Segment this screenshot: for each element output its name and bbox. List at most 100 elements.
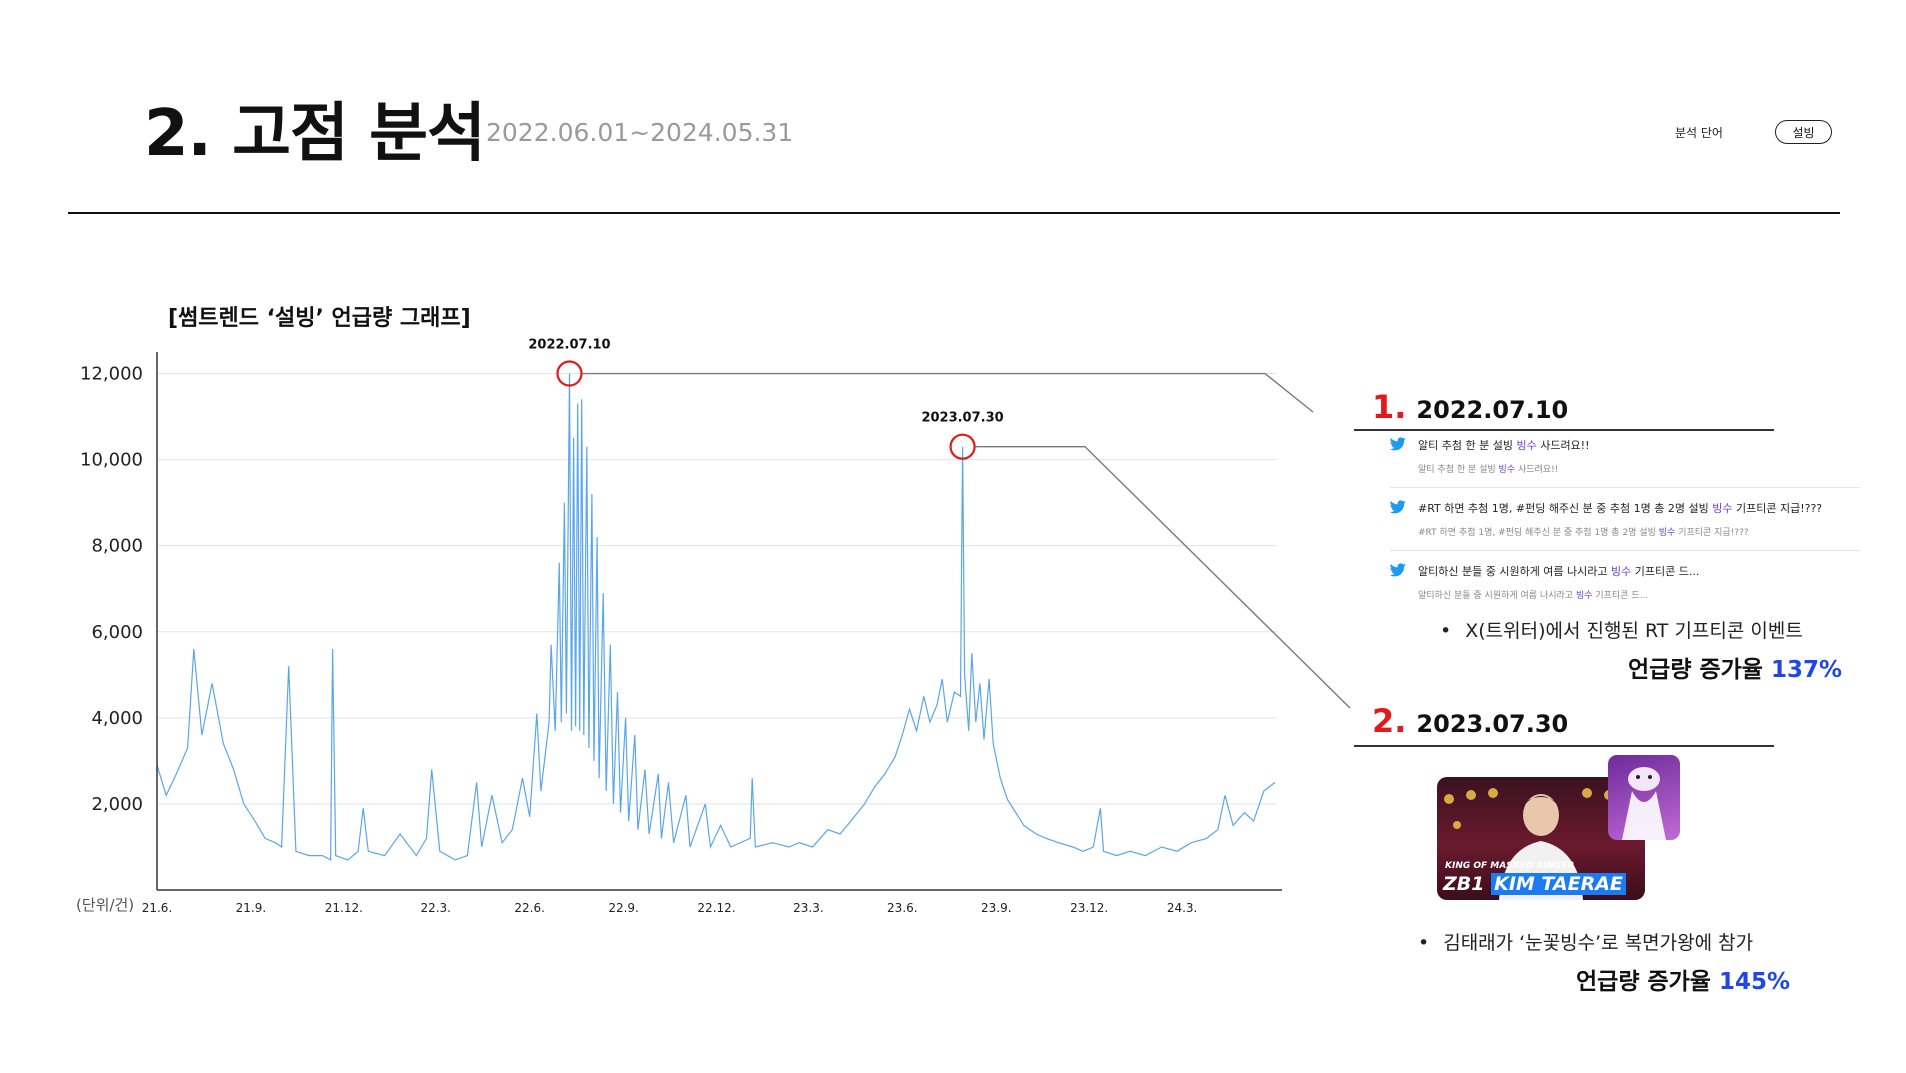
series-line [156, 373, 1276, 861]
tweet-text: #RT 하면 추첨 1명, #펀딩 해주신 분 중 추첨 1명 총 2명 설빙 [1418, 502, 1713, 515]
period-label: 2022.06.01~2024.05.31 [486, 118, 794, 147]
peak2-bullet-text: 김태래가 ‘눈꽃빙수’로 복면가왕에 참가 [1443, 932, 1754, 954]
peak2-rate-value: 145% [1718, 969, 1791, 995]
tweet-keyword: 빙수 [1516, 439, 1537, 452]
peak2-number: 2. [1372, 702, 1407, 740]
tweet-sub-keyword: 빙수 [1658, 528, 1676, 538]
y-tick-label: 6,000 [91, 622, 143, 643]
tweet-sub: #RT 하면 추첨 1명, #펀딩 해주신 분 중 추첨 1명 총 2명 설빙 [1418, 528, 1659, 538]
x-tick-label: 22.6. [514, 901, 545, 915]
peak2-heading: 2. 2023.07.30 [1372, 702, 1568, 740]
x-tick-label: 22.9. [608, 901, 639, 915]
axes [156, 352, 1282, 891]
y-tick-label: 2,000 [91, 794, 143, 815]
thumbnail-caption-big: ZB1 KIM TAERAE [1443, 873, 1626, 895]
chart-title: [썸트렌드 ‘설빙’ 언급량 그래프] [168, 306, 471, 331]
leader-lines [581, 372, 1351, 709]
peak-label: 2022.07.10 [528, 338, 610, 353]
tweet-sub: 기프티콘 드... [1592, 591, 1649, 601]
tweet-sub: 알티 추첨 한 분 설빙 [1418, 465, 1499, 475]
x-tick-label: 22.12. [697, 901, 735, 915]
tweet-text: 알티하신 분들 중 시원하게 여름 나시라고 [1418, 565, 1612, 578]
tweet-text: 알티 추첨 한 분 설빙 [1418, 439, 1517, 452]
tweet-sub: 사드려요!! [1515, 465, 1559, 475]
x-tick-label: 23.3. [793, 901, 824, 915]
tweet-main-text: #RT 하면 추첨 1명, #펀딩 해주신 분 중 추첨 1명 총 2명 설빙 … [1418, 500, 1822, 516]
tweet-sub: 기프티콘 지급!??? [1675, 528, 1749, 538]
peak2-date: 2023.07.30 [1416, 710, 1569, 738]
unit-label: (단위/건) [76, 896, 135, 914]
tweet-sub-text: 알티하신 분들 중 시원하게 여름 나시라고 빙수 기프티콘 드... [1418, 588, 1699, 601]
twitter-bird-icon [1390, 500, 1406, 514]
tweet-text: 기프티콘 지급!??? [1732, 502, 1823, 515]
peak1-rate-value: 137% [1770, 657, 1843, 683]
peak-marker [949, 433, 976, 460]
x-tick-label: 21.6. [142, 901, 173, 915]
series-line-group [156, 373, 1276, 861]
x-tick-label: 21.12. [325, 901, 363, 915]
tweet-keyword: 빙수 [1611, 565, 1632, 578]
peak1-rate-label: 언급량 증가율 [1628, 657, 1763, 683]
peak1-number: 1. [1372, 388, 1407, 426]
twitter-bird-icon [1390, 437, 1406, 451]
leader-line [581, 372, 1314, 413]
peak1-heading: 1. 2022.07.10 [1372, 388, 1568, 426]
tweet-separator [1390, 550, 1860, 551]
x-tick-label: 23.6. [887, 901, 918, 915]
peak2-bullet: • 김태래가 ‘눈꽃빙수’로 복면가왕에 참가 [1418, 932, 1754, 954]
tweet-main-text: 알티 추첨 한 분 설빙 빙수 사드려요!! [1418, 437, 1590, 453]
peak2-rate-label: 언급량 증가율 [1576, 969, 1711, 995]
twitter-bird-icon [1390, 563, 1406, 577]
tweet-item[interactable]: #RT 하면 추첨 1명, #펀딩 해주신 분 중 추첨 1명 총 2명 설빙 … [1390, 488, 1860, 550]
x-tick-label: 21.9. [236, 901, 267, 915]
tweet-main-text: 알티하신 분들 중 시원하게 여름 나시라고 빙수 기프티콘 드... [1418, 563, 1699, 579]
tweet-item[interactable]: 알티하신 분들 중 시원하게 여름 나시라고 빙수 기프티콘 드... 알티하신 … [1390, 551, 1860, 613]
tweet-text-block: 알티 추첨 한 분 설빙 빙수 사드려요!! 알티 추첨 한 분 설빙 빙수 사드… [1418, 437, 1590, 475]
page-title: 2. 고점 분석 [144, 97, 486, 171]
tweet-sub-text: #RT 하면 추첨 1명, #펀딩 해주신 분 중 추첨 1명 총 2명 설빙 … [1418, 525, 1822, 538]
y-tick-label: 10,000 [80, 450, 143, 471]
x-tick-label: 24.3. [1167, 901, 1198, 915]
tweet-sub-keyword: 빙수 [1498, 465, 1516, 475]
tweet-keyword: 빙수 [1712, 502, 1733, 515]
y-tick-label: 8,000 [91, 536, 143, 557]
thumbnail-caption-group: ZB1 [1443, 873, 1485, 895]
mask-figure [1622, 767, 1666, 840]
tweet-text-block: #RT 하면 추첨 1명, #펀딩 해주신 분 중 추첨 1명 총 2명 설빙 … [1418, 500, 1822, 538]
y-tick-label: 12,000 [80, 364, 143, 385]
peak2-divider [1354, 745, 1774, 747]
tweet-text: 사드려요!! [1536, 439, 1590, 452]
x-tick-label: 22.3. [420, 901, 451, 915]
tweet-sub-keyword: 빙수 [1575, 591, 1593, 601]
tweet-sub: 알티하신 분들 중 시원하게 여름 나시라고 [1418, 591, 1576, 601]
tweet-text-block: 알티하신 분들 중 시원하게 여름 나시라고 빙수 기프티콘 드... 알티하신 … [1418, 563, 1699, 601]
thumbnail-caption-name: KIM TAERAE [1491, 873, 1626, 895]
peak1-bullet-text: X(트위터)에서 진행된 RT 기프티콘 이벤트 [1465, 620, 1803, 642]
masked-singer-mask-thumbnail [1608, 755, 1680, 840]
peak1-date: 2022.07.10 [1416, 396, 1569, 424]
y-tick-labels: 2,000 4,000 6,000 8,000 10,000 12,000 [80, 364, 143, 815]
peak1-bullet: • X(트위터)에서 진행된 RT 기프티콘 이벤트 [1440, 620, 1803, 642]
thumbnail-caption-small: KING OF MASKED SINGER [1445, 861, 1575, 871]
x-tick-labels: 21.6. 21.9. 21.12. 22.3. 22.6. 22.9. 22.12. 23.… [142, 901, 1198, 915]
peak2-rate: 언급량 증가율 145% [1576, 962, 1790, 996]
peak1-divider [1354, 429, 1774, 431]
tweet-item[interactable]: 알티 추첨 한 분 설빙 빙수 사드려요!! 알티 추첨 한 분 설빙 빙수 사드… [1390, 437, 1860, 487]
header-divider [68, 212, 1840, 214]
tweet-list: 알티 추첨 한 분 설빙 빙수 사드려요!! 알티 추첨 한 분 설빙 빙수 사드… [1390, 437, 1860, 613]
keyword-label: 분석 단어 [1675, 126, 1723, 140]
peak-marker [556, 360, 583, 387]
keyword-pill[interactable]: 설빙 [1775, 120, 1832, 144]
tweet-text: 기프티콘 드... [1631, 565, 1700, 578]
y-tick-label: 4,000 [91, 708, 143, 729]
peak-annotations: 2022.07.10 2023.07.30 [528, 338, 1004, 460]
tweet-separator [1390, 487, 1860, 488]
tweet-sub-text: 알티 추첨 한 분 설빙 빙수 사드려요!! [1418, 462, 1590, 475]
x-tick-label: 23.12. [1070, 901, 1108, 915]
x-tick-label: 23.9. [981, 901, 1012, 915]
peak-label: 2023.07.30 [921, 411, 1003, 426]
grid-lines [157, 373, 1277, 805]
leader-line [974, 445, 1351, 709]
peak1-rate: 언급량 증가율 137% [1628, 650, 1842, 684]
